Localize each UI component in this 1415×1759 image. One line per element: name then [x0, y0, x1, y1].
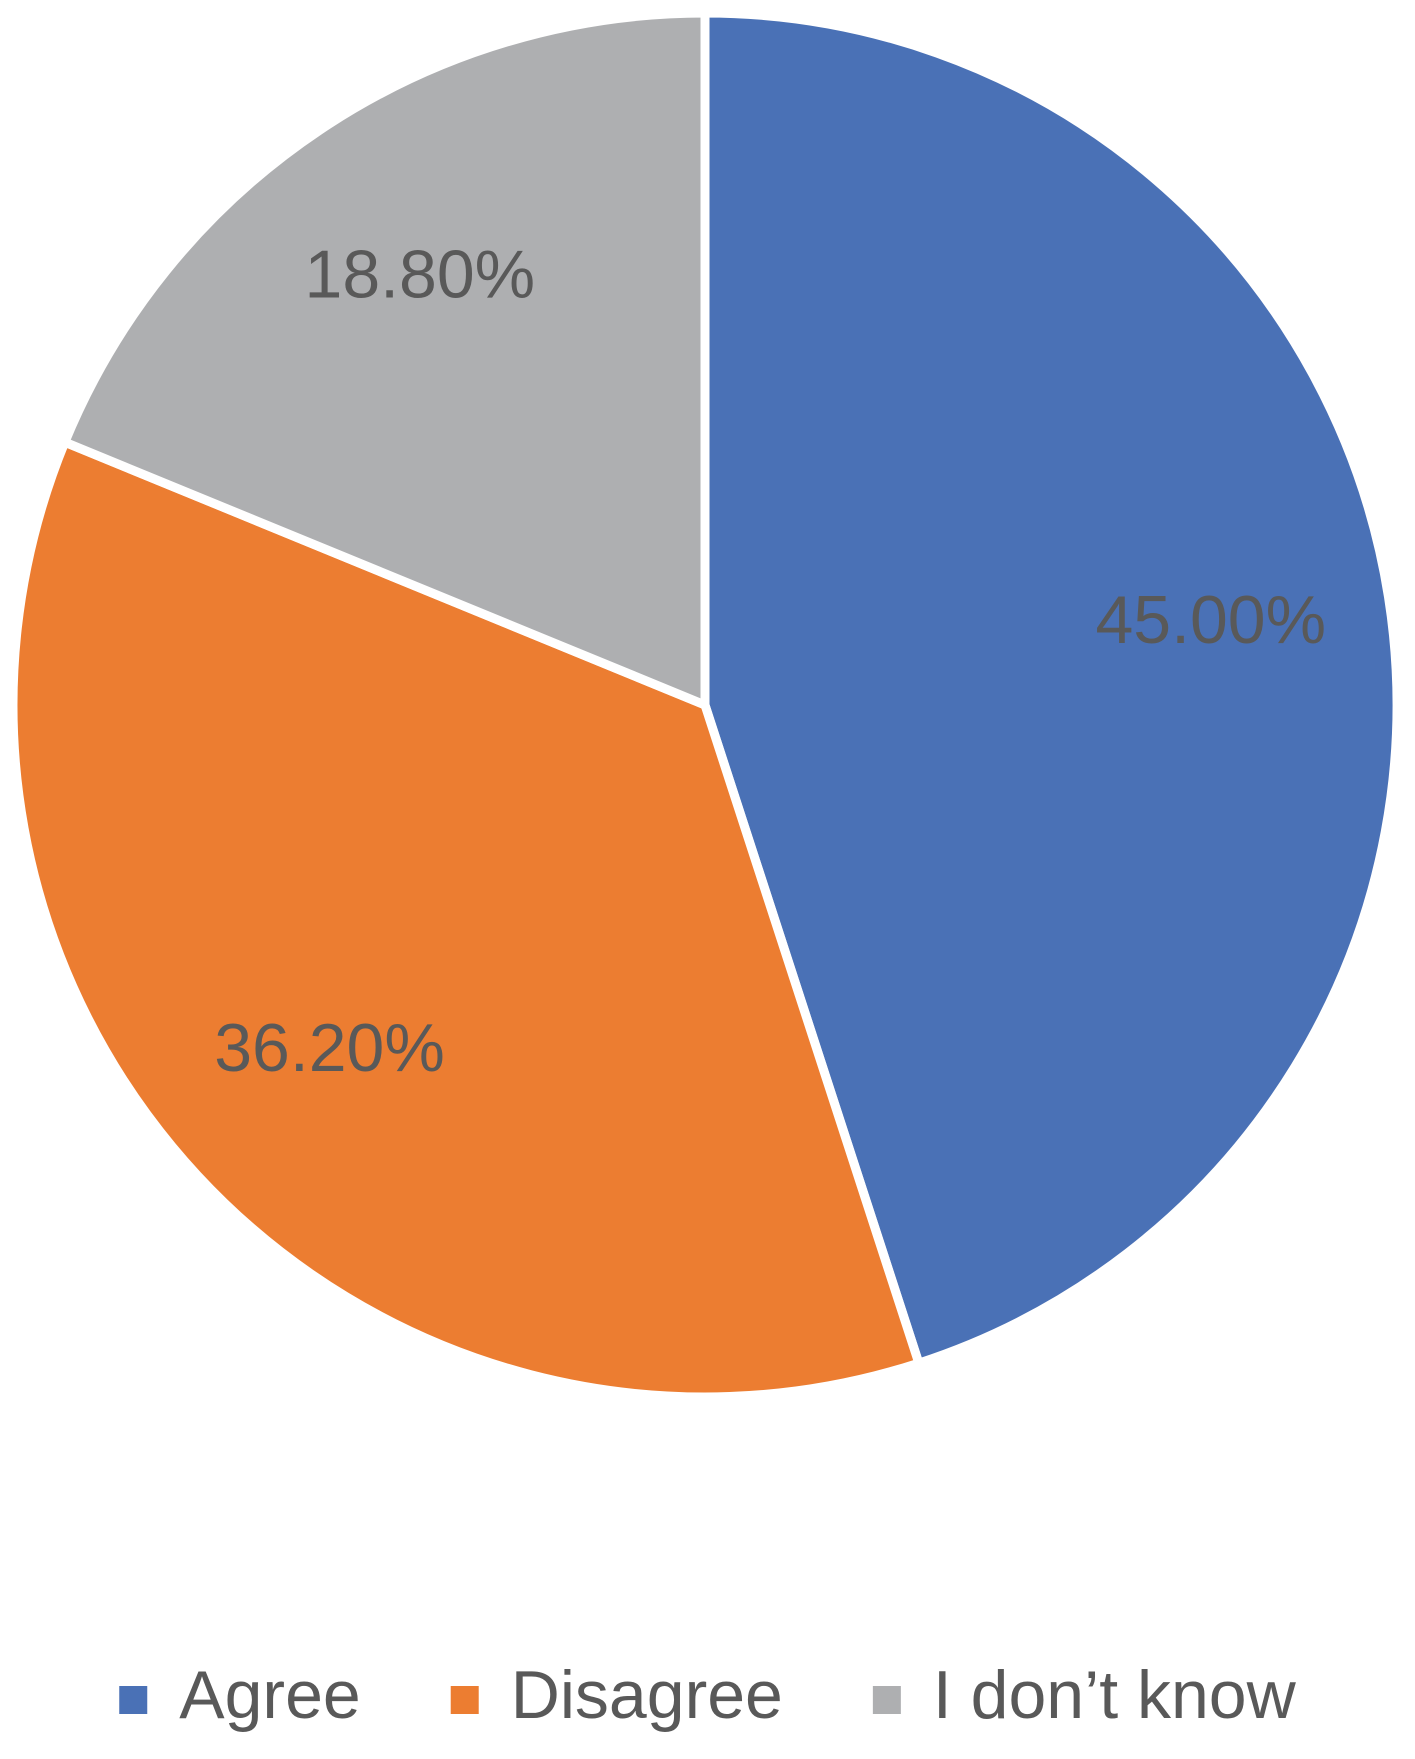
legend-swatch [119, 1686, 148, 1714]
pie-slice [8, 437, 924, 1402]
legend-label: I don’t know [933, 1657, 1297, 1733]
data-label: 18.80% [305, 237, 536, 313]
legend-label: Agree [179, 1657, 360, 1733]
legend-label: Disagree [511, 1657, 783, 1733]
legend-swatch [872, 1686, 901, 1714]
legend-swatch [450, 1686, 479, 1714]
pie-slice [700, 8, 1402, 1368]
pie-slice [60, 8, 710, 710]
data-label: 45.00% [1095, 582, 1326, 658]
data-label: 36.20% [214, 1010, 445, 1086]
legend: Agree Disagree I don’t know [119, 1657, 1297, 1733]
